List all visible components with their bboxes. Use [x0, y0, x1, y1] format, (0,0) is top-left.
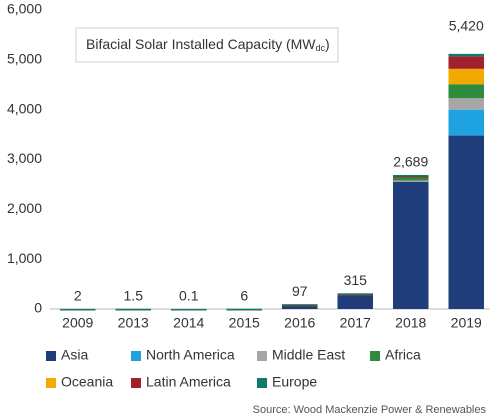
bar-segment — [392, 175, 429, 181]
legend-label: Middle East — [272, 347, 345, 363]
bar-segment — [448, 109, 485, 136]
title-end: ) — [325, 36, 330, 52]
y-tick-label: 3,000 — [7, 150, 42, 166]
chart-title: Bifacial Solar Installed Capacity (MWdc) — [86, 36, 330, 54]
total-label: 97 — [292, 283, 308, 299]
bar-segment — [59, 308, 96, 311]
legend-swatch — [131, 351, 141, 361]
bar-segment — [392, 174, 429, 177]
x-tick-label: 2009 — [62, 315, 93, 331]
legend-label: Latin America — [146, 374, 231, 390]
total-label: 2,689 — [393, 154, 428, 170]
legend-label: North America — [146, 347, 235, 363]
y-tick-label: 6,000 — [7, 1, 42, 17]
bar-segment — [170, 308, 207, 311]
legend-swatch — [257, 351, 267, 361]
total-label: 6 — [240, 287, 248, 303]
title-main: Bifacial Solar Installed Capacity (MW — [86, 36, 316, 52]
legend-swatch — [257, 378, 267, 388]
legend-swatch — [46, 351, 56, 361]
y-tick-label: 4,000 — [7, 100, 42, 116]
legend-label: Asia — [61, 347, 88, 363]
legend-swatch — [370, 351, 380, 361]
bar-segment — [281, 305, 318, 309]
bar-segment — [392, 180, 429, 309]
x-tick-label: 2018 — [395, 315, 426, 331]
title-box — [75, 27, 339, 63]
bar-segment — [448, 98, 485, 110]
legend-swatch — [46, 378, 56, 388]
y-tick-label: 2,000 — [7, 200, 42, 216]
bar-segment — [337, 294, 374, 309]
y-tick-label: 0 — [34, 300, 42, 316]
total-label: 5,420 — [449, 18, 484, 34]
x-tick-label: 2017 — [340, 315, 371, 331]
title-subscript: dc — [316, 43, 326, 53]
source: Source: Wood Mackenzie Power & Renewable… — [253, 404, 487, 416]
bar-segment — [281, 305, 318, 307]
bar-segment — [392, 175, 429, 178]
x-tick-label: 2015 — [229, 315, 260, 331]
total-label: 1.5 — [124, 288, 144, 304]
x-tick-label: 2016 — [284, 315, 315, 331]
bar-segment — [448, 135, 485, 309]
total-label: 0.1 — [179, 288, 199, 304]
bar-segment — [448, 68, 485, 85]
bar-segment — [281, 304, 318, 306]
legend-label: Oceania — [61, 374, 113, 390]
x-tick-label: 2019 — [451, 315, 482, 331]
bar-segment — [392, 180, 429, 182]
bar-segment — [448, 84, 485, 99]
x-tick-label: 2014 — [173, 315, 204, 331]
y-tick-label: 1,000 — [7, 250, 42, 266]
legend-label: Africa — [385, 347, 421, 363]
x-tick-label: 2013 — [118, 315, 149, 331]
bar-segment — [448, 53, 485, 57]
legend-label: Europe — [272, 374, 317, 390]
y-tick-label: 5,000 — [7, 51, 42, 67]
bar-segment — [448, 56, 485, 69]
bar-segment — [337, 293, 374, 295]
legend-swatch — [131, 378, 141, 388]
total-label: 315 — [344, 272, 368, 288]
total-label: 2 — [74, 288, 82, 304]
bar-segment — [115, 308, 152, 311]
bar-segment — [226, 308, 263, 311]
